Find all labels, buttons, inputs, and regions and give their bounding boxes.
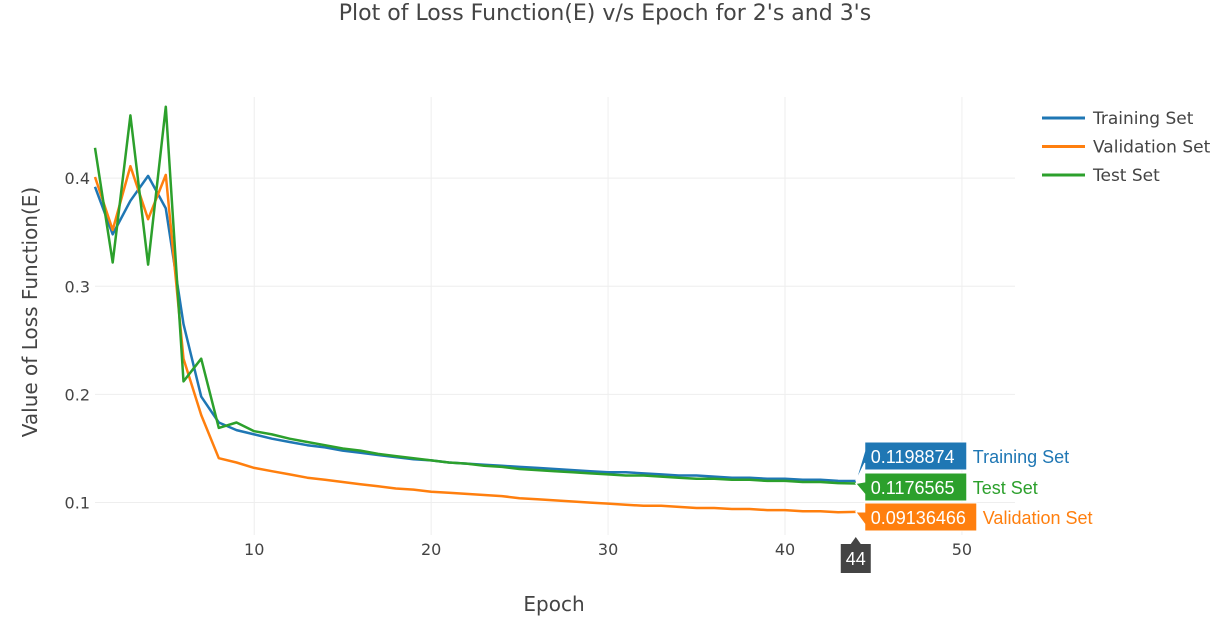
legend-item[interactable]: Training Set <box>1042 109 1194 129</box>
hover-series-name: Training Set <box>973 447 1069 467</box>
legend-label: Validation Set <box>1093 138 1211 158</box>
hover-label: 0.09136466 Validation Set <box>854 502 1093 532</box>
hover-label: 0.1198874 Training Set <box>855 441 1069 482</box>
x-tick-label: 40 <box>775 540 795 559</box>
hover-box <box>855 441 968 482</box>
hover-x-value: 44 <box>846 549 866 569</box>
y-axis-title: Value of Loss Function(E) <box>18 187 42 437</box>
x-tick-label: 50 <box>952 540 972 559</box>
legend-label: Test Set <box>1092 166 1160 186</box>
hover-series-name: Validation Set <box>983 508 1093 528</box>
hover-x-box <box>840 537 871 573</box>
hover-value: 0.09136466 <box>871 508 966 528</box>
y-tick-label: 0.3 <box>65 277 90 296</box>
hover-box <box>854 502 978 532</box>
hover-x-label: 44 <box>840 537 871 573</box>
tick-labels: 10 20 30 40 50 0.1 0.2 0.3 0.4 <box>65 169 973 559</box>
legend[interactable]: Training Set Validation Set Test Set <box>1042 109 1211 186</box>
hover-label: 0.1176565 Test Set <box>854 472 1038 502</box>
y-tick-label: 0.4 <box>65 169 90 188</box>
x-tick-label: 10 <box>244 540 264 559</box>
hover-value: 0.1198874 <box>871 447 955 467</box>
series-line-validation-set[interactable] <box>93 164 856 514</box>
chart-title: Plot of Loss Function(E) v/s Epoch for 2… <box>339 1 871 26</box>
series-line-test-set[interactable] <box>93 105 856 485</box>
y-tick-label: 0.2 <box>65 385 90 404</box>
y-tick-label: 0.1 <box>65 494 90 513</box>
x-axis-title: Epoch <box>523 592 584 616</box>
x-tick-label: 20 <box>421 540 441 559</box>
x-tick-label: 30 <box>598 540 618 559</box>
hover-box <box>854 472 968 502</box>
legend-item[interactable]: Validation Set <box>1042 138 1211 158</box>
series-layer[interactable] <box>93 105 856 514</box>
hover-series-name: Test Set <box>973 478 1038 498</box>
hover-value: 0.1176565 <box>871 478 955 498</box>
legend-item[interactable]: Test Set <box>1042 166 1160 186</box>
legend-label: Training Set <box>1092 109 1194 129</box>
grid <box>95 97 1015 535</box>
